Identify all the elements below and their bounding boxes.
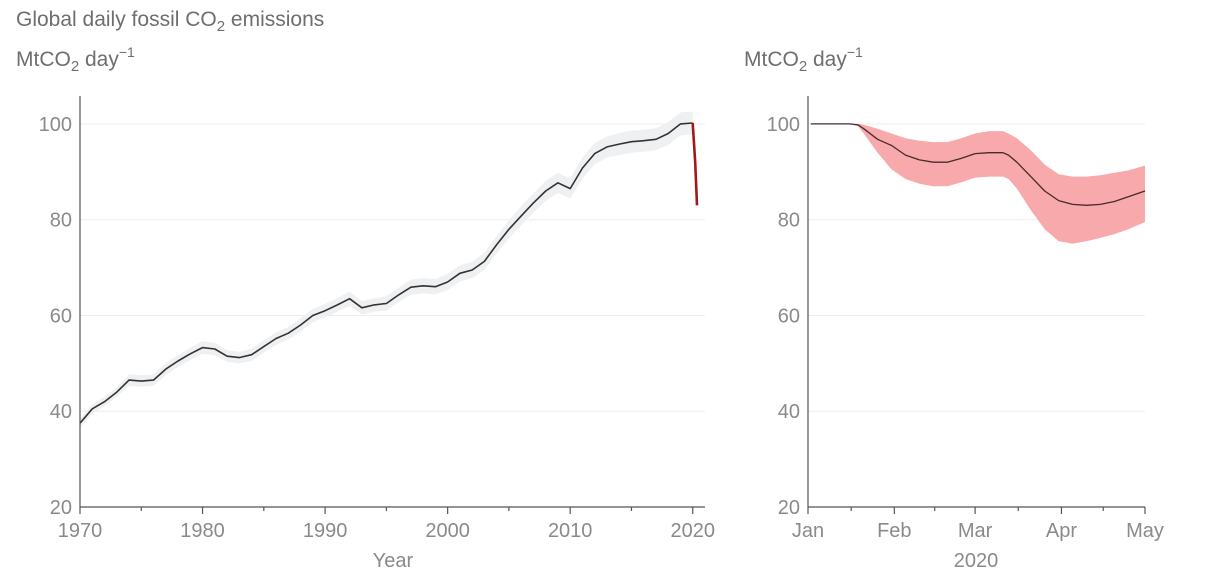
x-tick-label: Apr (1046, 520, 1077, 542)
y-tick-label: 80 (778, 210, 800, 232)
y-tick-label: 40 (50, 401, 72, 423)
x-tick-label: Jan (792, 520, 824, 542)
daily-uncertainty-band (810, 123, 1145, 244)
y-tick-label: 20 (778, 497, 800, 519)
uncertainty-band (810, 123, 1145, 244)
uncertainty-band (80, 111, 693, 428)
right-axes (807, 96, 1146, 514)
x-tick-label: 2000 (425, 520, 470, 542)
left-unit-label: MtCO2 day−1 (16, 44, 135, 75)
x-tick-label: 1970 (58, 520, 103, 542)
x-tick-label: Feb (877, 520, 911, 542)
annual-emissions-chart: MtCO2 day−1 20 40 60 80 100 1970 1980 1990 2000… (16, 44, 715, 572)
left-gridlines (80, 123, 705, 412)
x-tick-label: 1980 (180, 520, 225, 542)
y-tick-label: 60 (778, 305, 800, 327)
y-tick-label: 40 (778, 401, 800, 423)
left-axes (79, 96, 705, 514)
x-tick-label: 1990 (303, 520, 348, 542)
left-x-tick-labels: 1970 1980 1990 2000 2010 2020 (58, 520, 715, 542)
right-x-tick-labels: Jan Feb Mar Apr May (792, 520, 1164, 542)
daily-series-line (810, 123, 1146, 206)
right-x-axis-label: 2020 (954, 550, 999, 572)
y-tick-label: 100 (39, 114, 72, 136)
daily-emissions-line (810, 123, 1146, 206)
x-tick-label: Mar (958, 520, 993, 542)
right-y-tick-labels: 20 40 60 80 100 (767, 114, 800, 519)
annual-series-lines (79, 122, 699, 424)
right-unit-label: MtCO2 day−1 (744, 44, 863, 75)
x-tick-label: 2020 (670, 520, 715, 542)
left-y-tick-labels: 20 40 60 80 100 (39, 114, 72, 519)
annual-emissions-line (79, 122, 693, 424)
left-x-axis-label: Year (373, 550, 414, 572)
y-tick-label: 100 (767, 114, 800, 136)
y-tick-label: 80 (50, 210, 72, 232)
covid-drop-line (691, 122, 699, 206)
y-tick-label: 60 (50, 305, 72, 327)
x-tick-label: May (1126, 520, 1164, 542)
x-tick-label: 2010 (548, 520, 593, 542)
figure-title: Global daily fossil CO2 emissions (16, 8, 324, 35)
y-tick-label: 20 (50, 497, 72, 519)
annual-uncertainty-band (80, 111, 693, 428)
